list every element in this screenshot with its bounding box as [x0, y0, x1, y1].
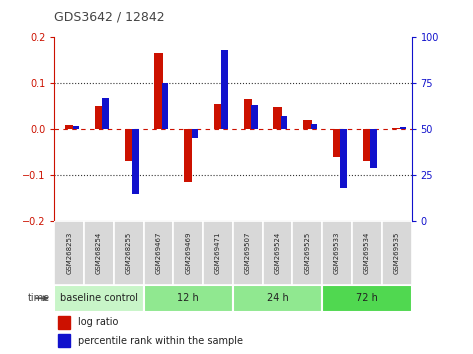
Bar [162, 83, 168, 129]
Text: 24 h: 24 h [267, 293, 289, 303]
Bar [251, 105, 258, 129]
Bar [192, 129, 198, 138]
Bar [233, 221, 263, 285]
Bar [72, 126, 79, 129]
Text: 72 h: 72 h [356, 293, 378, 303]
Bar [58, 316, 70, 329]
Bar [102, 98, 109, 129]
Bar [65, 125, 73, 129]
Bar [322, 221, 352, 285]
Bar [341, 129, 347, 188]
Text: GSM269467: GSM269467 [156, 232, 162, 274]
Text: GSM268254: GSM268254 [96, 232, 102, 274]
Text: GSM269534: GSM269534 [364, 232, 370, 274]
Bar [84, 221, 114, 285]
Text: GSM269525: GSM269525 [304, 232, 310, 274]
Text: GSM269469: GSM269469 [185, 232, 191, 274]
Bar [363, 129, 371, 161]
Text: GSM268253: GSM268253 [66, 232, 72, 274]
Bar [292, 221, 322, 285]
Bar [244, 99, 252, 129]
Bar [370, 129, 377, 168]
Bar [273, 107, 282, 129]
Text: GDS3642 / 12842: GDS3642 / 12842 [54, 11, 165, 24]
Bar [54, 221, 84, 285]
Bar [203, 221, 233, 285]
Bar [114, 221, 144, 285]
Text: GSM269471: GSM269471 [215, 232, 221, 274]
Bar [333, 129, 342, 157]
Bar [184, 129, 193, 182]
Bar [174, 221, 203, 285]
Bar [144, 221, 174, 285]
Text: percentile rank within the sample: percentile rank within the sample [78, 336, 243, 346]
Text: 12 h: 12 h [177, 293, 199, 303]
Bar [95, 106, 103, 129]
Bar [382, 221, 412, 285]
Text: GSM269524: GSM269524 [275, 232, 280, 274]
Bar [281, 116, 288, 129]
Text: log ratio: log ratio [78, 318, 118, 327]
Bar [393, 128, 401, 129]
Text: GSM269507: GSM269507 [245, 232, 251, 274]
Bar [303, 120, 312, 129]
Bar [132, 129, 139, 194]
Bar [154, 53, 163, 129]
Bar [124, 129, 133, 161]
Bar [400, 127, 406, 129]
Text: time: time [27, 293, 50, 303]
Bar [352, 221, 382, 285]
Text: GSM269535: GSM269535 [394, 232, 400, 274]
Bar [311, 124, 317, 129]
Bar [54, 285, 144, 312]
Bar [263, 221, 292, 285]
Bar [144, 285, 233, 312]
Text: GSM268255: GSM268255 [126, 232, 132, 274]
Bar [221, 50, 228, 129]
Text: GSM269533: GSM269533 [334, 232, 340, 274]
Bar [233, 285, 322, 312]
Bar [58, 335, 70, 347]
Bar [214, 104, 222, 129]
Text: baseline control: baseline control [60, 293, 138, 303]
Bar [322, 285, 412, 312]
